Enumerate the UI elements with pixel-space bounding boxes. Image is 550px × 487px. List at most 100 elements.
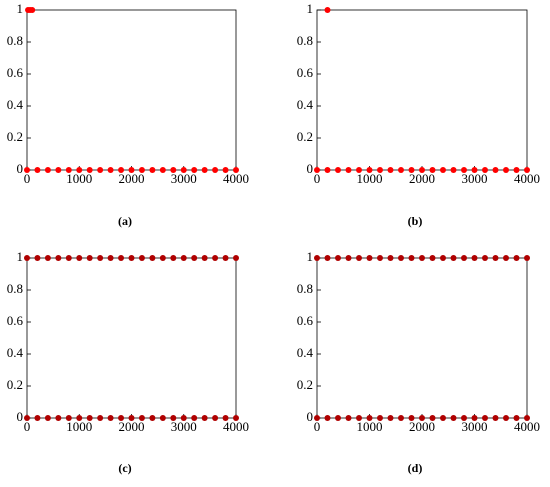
point: [55, 255, 62, 261]
y-tick-label: 0.4: [7, 97, 24, 112]
x-tick-label: 0: [314, 419, 321, 434]
point: [76, 415, 83, 421]
point: [471, 415, 478, 421]
x-tick-label: 1000: [66, 419, 92, 434]
point: [170, 167, 177, 173]
point: [524, 255, 530, 261]
y-tick-label: 0.8: [7, 281, 23, 296]
point: [419, 415, 425, 421]
point: [345, 167, 352, 173]
point: [314, 167, 320, 173]
point: [471, 255, 478, 261]
point: [356, 415, 362, 421]
point: [44, 255, 51, 261]
x-tick-label: 0: [24, 419, 31, 434]
caption: (a): [118, 214, 132, 228]
point: [159, 415, 166, 421]
point: [513, 167, 520, 173]
point: [419, 167, 425, 173]
point: [503, 167, 509, 173]
point: [503, 255, 509, 261]
point: [335, 167, 341, 173]
y-tick-label: 0.6: [7, 65, 24, 80]
point: [222, 255, 229, 261]
point: [65, 167, 72, 173]
point: [222, 167, 229, 173]
point: [212, 167, 219, 173]
point: [324, 167, 331, 173]
x-tick-label: 1000: [357, 419, 383, 434]
point: [233, 415, 239, 421]
y-tick-label: 0: [307, 409, 314, 424]
point: [366, 415, 373, 421]
point: [398, 167, 404, 173]
plot-frame: [26, 257, 237, 419]
point: [450, 255, 457, 261]
point: [314, 415, 320, 421]
point: [65, 415, 72, 421]
point: [345, 415, 352, 421]
plot-frame: [316, 9, 528, 171]
y-tick-label: 0: [307, 161, 314, 176]
point: [440, 255, 446, 261]
point: [398, 255, 404, 261]
x-tick-label: 1000: [66, 171, 92, 186]
point: [128, 255, 135, 261]
point: [335, 255, 341, 261]
point: [86, 255, 93, 261]
point: [138, 415, 145, 421]
caption: (c): [118, 461, 131, 475]
x-tick-label: 0: [24, 171, 31, 186]
point: [366, 167, 373, 173]
point: [76, 255, 83, 261]
point: [335, 415, 341, 421]
point: [471, 167, 478, 173]
point: [387, 415, 394, 421]
point: [55, 167, 62, 173]
point: [419, 255, 425, 261]
point: [482, 255, 488, 261]
point: [24, 415, 30, 421]
caption: (b): [408, 214, 423, 228]
x-tick-label: 2000: [409, 171, 435, 186]
point: [366, 255, 373, 261]
point: [212, 415, 219, 421]
point: [324, 7, 331, 13]
x-tick-label: 1000: [357, 171, 383, 186]
point: [65, 255, 72, 261]
point: [345, 255, 352, 261]
point: [233, 167, 239, 173]
y-tick-label: 1: [307, 249, 314, 264]
x-tick-label: 4000: [223, 419, 249, 434]
point: [191, 255, 198, 261]
x-tick-label: 2000: [119, 419, 145, 434]
point: [524, 415, 530, 421]
point: [44, 415, 51, 421]
point: [138, 167, 145, 173]
point: [482, 415, 488, 421]
y-tick-label: 0.2: [7, 377, 23, 392]
point: [450, 415, 457, 421]
point: [128, 415, 135, 421]
point: [408, 415, 415, 421]
point: [461, 255, 467, 261]
point: [377, 167, 383, 173]
point: [149, 167, 156, 173]
point: [387, 255, 394, 261]
point: [212, 255, 219, 261]
point: [482, 167, 488, 173]
y-tick-label: 0: [17, 409, 24, 424]
y-tick-label: 0.4: [297, 97, 314, 112]
y-tick-label: 0.6: [297, 65, 314, 80]
point: [324, 415, 331, 421]
point: [461, 167, 467, 173]
y-tick-label: 0.6: [7, 313, 24, 328]
point: [149, 255, 156, 261]
point: [191, 415, 198, 421]
point: [128, 167, 135, 173]
point: [34, 255, 41, 261]
point: [107, 415, 114, 421]
point: [159, 255, 166, 261]
point: [314, 255, 320, 261]
